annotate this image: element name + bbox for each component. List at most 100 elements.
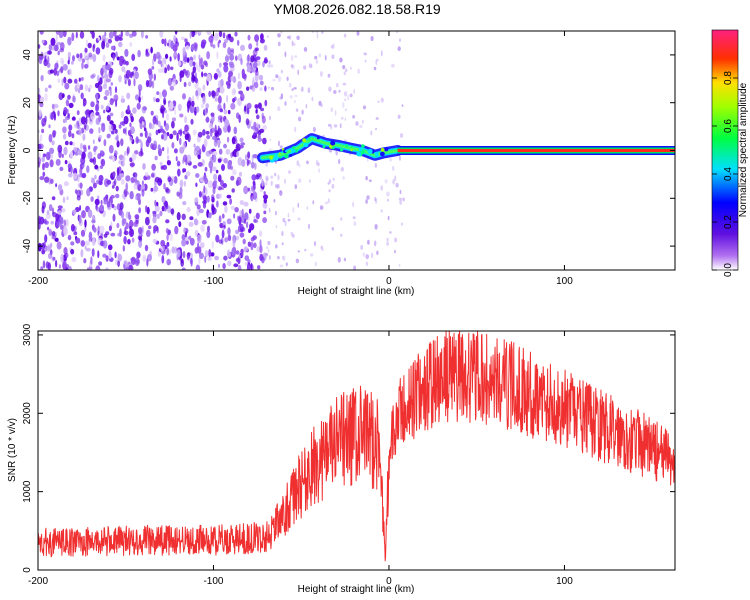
- noise-dot: [38, 242, 42, 252]
- sparse-noise-dot: [402, 197, 405, 202]
- noise-dot: [150, 187, 154, 192]
- sparse-noise-dot: [394, 249, 396, 254]
- sparse-noise-dot: [353, 89, 356, 94]
- noise-dot: [192, 66, 196, 74]
- sparse-noise-dot: [399, 38, 401, 42]
- noise-dot: [182, 46, 186, 56]
- sparse-noise-dot: [292, 42, 296, 46]
- noise-dot: [227, 125, 231, 133]
- noise-dot: [134, 257, 140, 266]
- sparse-noise-dot: [335, 150, 339, 156]
- noise-dot: [201, 71, 204, 78]
- noise-dot: [223, 64, 229, 73]
- noise-dot: [211, 240, 214, 249]
- noise-dot: [95, 111, 100, 116]
- noise-dot: [157, 59, 162, 65]
- noise-dot: [250, 241, 254, 251]
- noise-dot: [63, 146, 68, 156]
- noise-dot: [165, 228, 169, 234]
- noise-dot: [218, 39, 221, 44]
- noise-dot: [68, 130, 72, 138]
- sparse-noise-dot: [377, 100, 380, 103]
- noise-dot: [69, 141, 73, 146]
- noise-dot: [217, 125, 220, 131]
- noise-dot: [96, 74, 100, 82]
- noise-dot: [41, 205, 45, 214]
- sparse-noise-dot: [318, 100, 322, 106]
- noise-dot: [85, 116, 88, 125]
- sparse-noise-dot: [380, 209, 383, 213]
- noise-dot: [72, 95, 76, 103]
- noise-dot: [238, 254, 241, 259]
- noise-dot: [223, 62, 229, 66]
- noise-dot: [111, 130, 115, 135]
- noise-dot: [169, 133, 174, 140]
- noise-dot: [215, 234, 220, 243]
- noise-dot: [94, 198, 100, 206]
- noise-dot: [55, 158, 61, 166]
- noise-dot: [201, 220, 207, 225]
- sparse-noise-dot: [356, 31, 360, 36]
- noise-dot: [116, 56, 120, 61]
- noise-dot: [254, 162, 257, 170]
- noise-dot: [224, 205, 228, 214]
- noise-dot: [225, 81, 229, 86]
- noise-dot: [179, 113, 184, 118]
- noise-dot: [186, 57, 190, 63]
- noise-dot: [92, 139, 95, 145]
- colorbar-tick-label: 0.0: [723, 263, 734, 277]
- sparse-noise-dot: [306, 206, 309, 210]
- noise-dot: [177, 104, 183, 110]
- noise-dot: [195, 264, 201, 270]
- noise-dot: [190, 118, 194, 125]
- noise-dot: [57, 205, 63, 209]
- y-tick-label: 3000: [22, 323, 33, 346]
- noise-dot: [62, 133, 67, 140]
- noise-dot: [61, 208, 66, 213]
- signal-blob: [279, 156, 282, 159]
- noise-dot: [63, 76, 67, 84]
- noise-dot: [92, 156, 97, 165]
- noise-dot: [217, 80, 223, 89]
- noise-dot: [251, 66, 254, 72]
- noise-dot: [230, 102, 236, 110]
- sparse-noise-dot: [297, 202, 300, 208]
- noise-dot: [204, 255, 207, 263]
- sparse-noise-dot: [269, 64, 274, 68]
- noise-dot: [76, 82, 80, 89]
- noise-dot: [259, 80, 264, 86]
- noise-dot: [53, 67, 57, 76]
- noise-dot: [152, 238, 157, 244]
- noise-dot: [184, 231, 188, 238]
- noise-dot: [208, 212, 212, 219]
- noise-dot: [193, 143, 196, 148]
- noise-dot: [123, 69, 127, 74]
- noise-dot: [145, 205, 148, 213]
- noise-dot: [237, 224, 243, 233]
- noise-dot: [160, 105, 165, 114]
- noise-dot: [197, 65, 201, 73]
- sparse-noise-dot: [303, 47, 308, 52]
- noise-dot: [58, 31, 64, 39]
- noise-dot: [223, 255, 228, 261]
- noise-dot: [109, 89, 112, 97]
- noise-dot: [111, 155, 116, 162]
- noise-dot: [217, 115, 223, 120]
- noise-dot: [38, 54, 44, 60]
- noise-dot: [231, 89, 237, 96]
- sparse-noise-dot: [328, 149, 333, 153]
- noise-dot: [42, 241, 46, 248]
- noise-dot: [130, 257, 135, 262]
- noise-dot: [92, 182, 97, 189]
- noise-dot: [186, 154, 192, 164]
- sparse-noise-dot: [280, 31, 283, 34]
- noise-dot: [97, 153, 102, 160]
- sparse-noise-dot: [333, 124, 338, 128]
- noise-dot: [88, 52, 93, 58]
- sparse-noise-dot: [341, 116, 344, 120]
- noise-dot: [245, 118, 250, 126]
- noise-dot: [139, 132, 143, 137]
- noise-dot: [137, 49, 141, 58]
- sparse-noise-dot: [389, 158, 392, 162]
